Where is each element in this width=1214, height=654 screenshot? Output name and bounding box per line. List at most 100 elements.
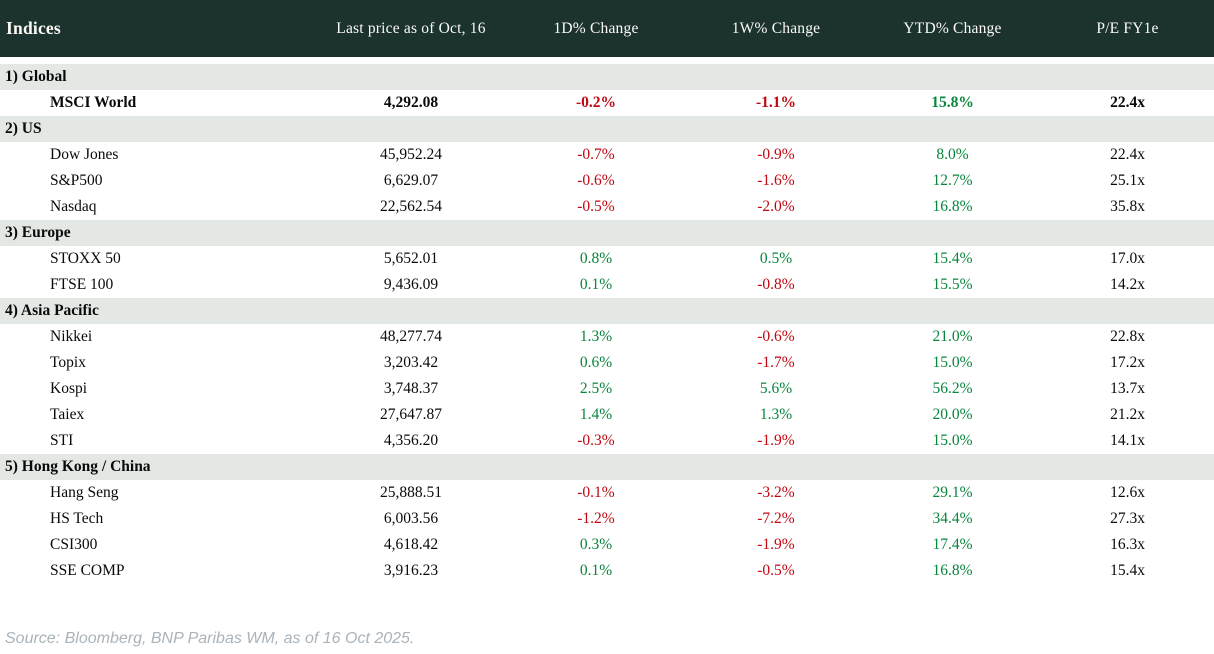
1w-change: 1.3% [759,406,793,423]
1w-change: -7.2% [757,510,795,527]
table-body: 1) Global MSCI World 4,292.08 -0.2% -1.1% 15.… [0,64,1214,584]
index-name: STI [50,432,74,449]
1d-change: 2.5% [579,380,613,397]
last-price: 25,888.51 [380,484,442,501]
table-row: FTSE 100 9,436.09 0.1% -0.8% 15.5% 14.2x [0,272,1214,298]
ytd-change: 15.8% [931,94,974,111]
pe-fy1e: 22.4x [1110,146,1145,163]
table-row: Kospi 3,748.37 2.5% 5.6% 56.2% 13.7x [0,376,1214,402]
col-header-pe-fy1e: P/E FY1e [1096,19,1159,37]
pe-fy1e: 14.2x [1110,276,1145,293]
table-row: Nasdaq 22,562.54 -0.5% -2.0% 16.8% 35.8x [0,194,1214,220]
table-row: Dow Jones 45,952.24 -0.7% -0.9% 8.0% 22.4x [0,142,1214,168]
1d-change: -1.2% [577,510,615,527]
section-header: 5) Hong Kong / China [0,454,1214,480]
last-price: 3,916.23 [383,562,439,579]
1w-change: -0.6% [757,328,795,345]
index-name: SSE COMP [50,562,125,579]
pe-fy1e: 16.3x [1110,536,1145,553]
index-name: Nasdaq [50,198,97,215]
index-name: Topix [50,354,86,371]
col-header-1w-change: 1W% Change [731,19,821,37]
last-price: 5,652.01 [383,250,439,267]
ytd-change: 8.0% [936,146,969,163]
ytd-change: 15.0% [932,354,973,371]
ytd-change: 15.4% [932,250,973,267]
pe-fy1e: 14.1x [1110,432,1145,449]
table-row: Topix 3,203.42 0.6% -1.7% 15.0% 17.2x [0,350,1214,376]
pe-fy1e: 21.2x [1110,406,1145,423]
col-header-1d-change: 1D% Change [553,19,639,37]
pe-fy1e: 17.0x [1110,250,1145,267]
last-price: 3,748.37 [383,380,439,397]
1d-change: 1.3% [579,328,613,345]
index-name: Dow Jones [50,146,119,163]
1w-change: -1.7% [757,354,795,371]
1w-change: -0.8% [757,276,795,293]
table-row: MSCI World 4,292.08 -0.2% -1.1% 15.8% 22.4x [0,90,1214,116]
pe-fy1e: 12.6x [1110,484,1145,501]
col-header-last-price: Last price as of Oct, 16 [336,19,486,37]
1d-change: -0.7% [577,146,615,163]
pe-fy1e: 22.4x [1110,94,1145,111]
1d-change: 1.4% [579,406,613,423]
1w-change: -1.1% [755,94,797,111]
indices-table: Indices Last price as of Oct, 16 1D% Cha… [0,0,1214,584]
ytd-change: 16.8% [932,198,973,215]
last-price: 4,356.20 [383,432,439,449]
pe-fy1e: 27.3x [1110,510,1145,527]
col-header-ytd-change: YTD% Change [903,19,1002,37]
ytd-change: 56.2% [932,380,973,397]
1d-change: 0.1% [579,276,613,293]
ytd-change: 16.8% [932,562,973,579]
last-price: 4,292.08 [383,94,439,111]
table-row: HS Tech 6,003.56 -1.2% -7.2% 34.4% 27.3x [0,506,1214,532]
1d-change: 0.8% [579,250,613,267]
1w-change: -2.0% [757,198,795,215]
table-row: SSE COMP 3,916.23 0.1% -0.5% 16.8% 15.4x [0,558,1214,584]
index-name: Taiex [50,406,85,423]
1w-change: -0.9% [757,146,795,163]
pe-fy1e: 17.2x [1110,354,1145,371]
1w-change: -3.2% [757,484,795,501]
index-name: CSI300 [50,536,98,553]
table-row: Nikkei 48,277.74 1.3% -0.6% 21.0% 22.8x [0,324,1214,350]
pe-fy1e: 22.8x [1110,328,1145,345]
ytd-change: 20.0% [932,406,973,423]
1w-change: -0.5% [757,562,795,579]
last-price: 48,277.74 [380,328,442,345]
1d-change: -0.1% [577,484,615,501]
ytd-change: 15.0% [932,432,973,449]
table-row: STI 4,356.20 -0.3% -1.9% 15.0% 14.1x [0,428,1214,454]
ytd-change: 29.1% [932,484,973,501]
last-price: 4,618.42 [383,536,439,553]
1d-change: 0.6% [579,354,613,371]
header-gap [0,57,1214,64]
index-name: Kospi [50,380,88,397]
table-row: CSI300 4,618.42 0.3% -1.9% 17.4% 16.3x [0,532,1214,558]
1d-change: -0.6% [577,172,615,189]
last-price: 9,436.09 [383,276,439,293]
last-price: 3,203.42 [383,354,439,371]
index-name: STOXX 50 [50,250,121,267]
last-price: 6,629.07 [383,172,439,189]
ytd-change: 17.4% [932,536,973,553]
ytd-change: 34.4% [932,510,973,527]
1d-change: -0.3% [577,432,615,449]
table-row: S&P500 6,629.07 -0.6% -1.6% 12.7% 25.1x [0,168,1214,194]
table-header: Indices Last price as of Oct, 16 1D% Cha… [0,0,1214,57]
last-price: 6,003.56 [383,510,439,527]
index-name: MSCI World [50,94,137,111]
pe-fy1e: 35.8x [1110,198,1145,215]
section-header: 1) Global [0,64,1214,90]
1w-change: -1.9% [757,536,795,553]
ytd-change: 12.7% [932,172,973,189]
last-price: 27,647.87 [380,406,442,423]
1w-change: 5.6% [759,380,793,397]
index-name: FTSE 100 [50,276,114,293]
1d-change: 0.1% [579,562,613,579]
1d-change: 0.3% [579,536,613,553]
index-name: S&P500 [50,172,103,189]
index-name: HS Tech [50,510,104,527]
1d-change: -0.2% [575,94,617,111]
